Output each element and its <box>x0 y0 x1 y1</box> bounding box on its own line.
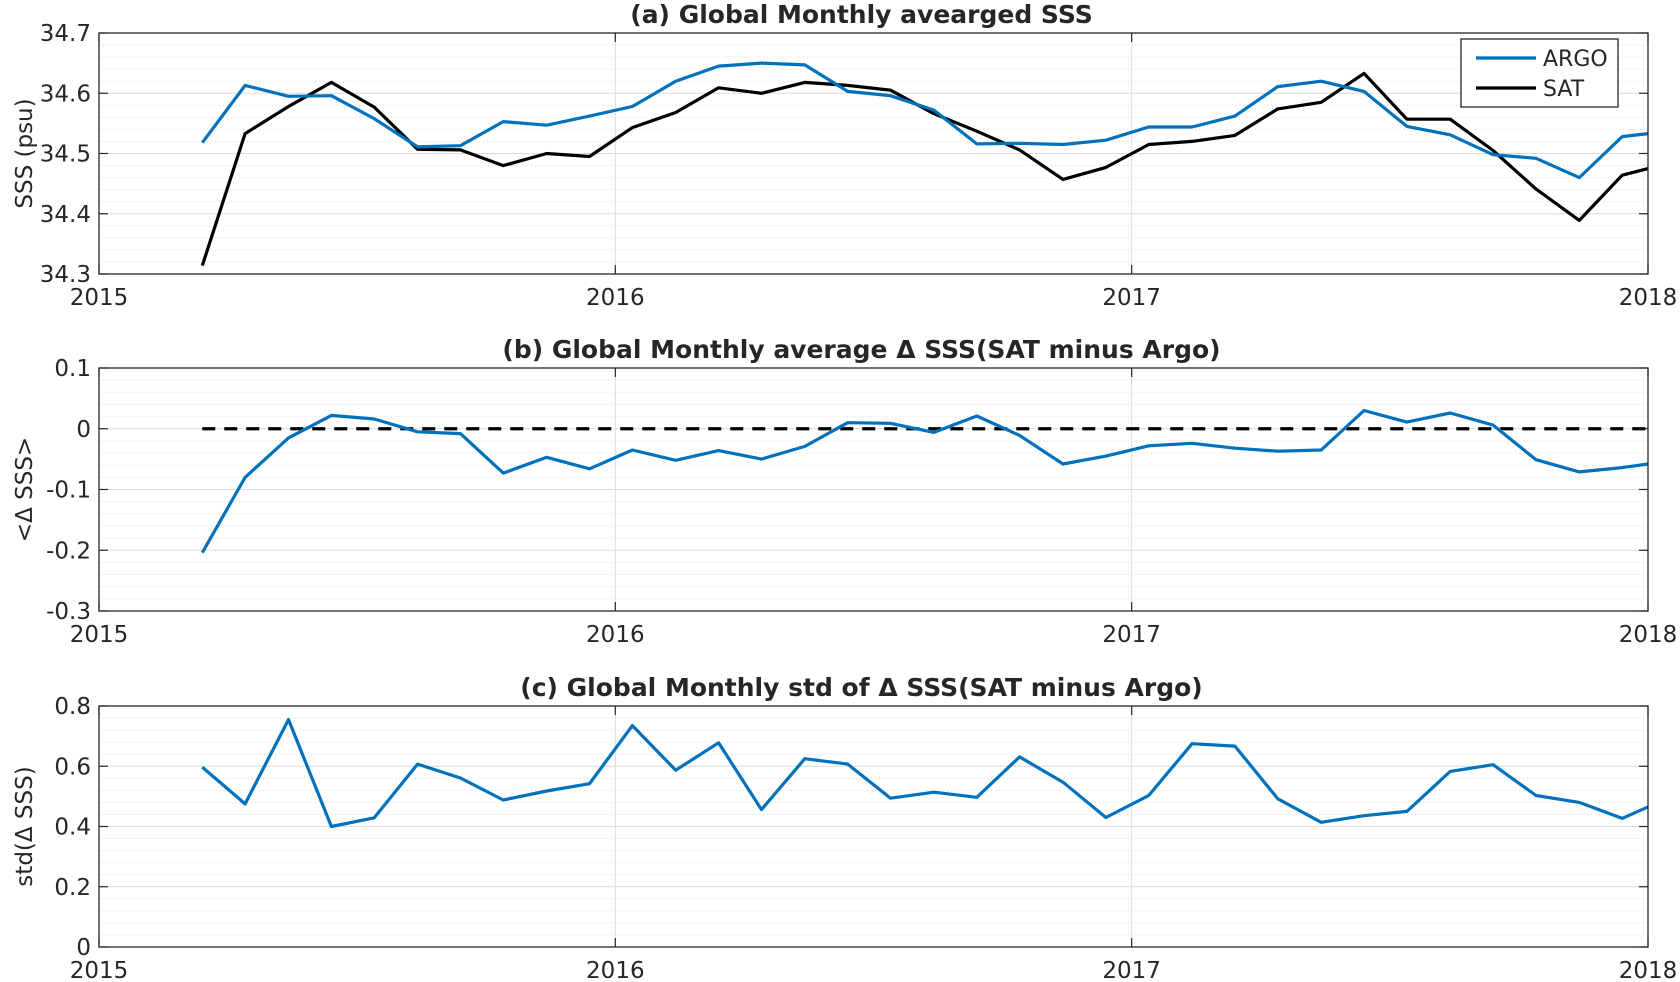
x-tick-label: 2017 <box>1102 285 1161 311</box>
subplot-c: 0 0.2 0.4 0.6 0.8 2015 2016 2017 2018 (c) Global … <box>12 673 1677 982</box>
legend-label-argo: ARGO <box>1543 47 1608 72</box>
y-axis-label: SSS (psu) <box>12 98 38 208</box>
y-tick-label: 0.6 <box>54 754 91 780</box>
y-axis-label: std(Δ SSS) <box>12 766 38 886</box>
x-tick-label: 2016 <box>586 285 645 311</box>
y-tick-label: 0.8 <box>54 694 91 720</box>
chart-title: (b) Global Monthly average Δ SSS(SAT min… <box>502 335 1220 364</box>
y-tick-label: -0.2 <box>46 538 91 564</box>
y-tick-label: 34.4 <box>40 202 91 228</box>
series-line-sat <box>200 71 1649 267</box>
x-tick-label: 2015 <box>70 958 129 982</box>
y-tick-label: -0.3 <box>46 599 91 625</box>
x-tick-label: 2018 <box>1619 958 1678 982</box>
y-tick-label: -0.1 <box>46 478 91 504</box>
y-tick-label: 34.6 <box>40 81 91 107</box>
x-tick-label: 2015 <box>70 622 129 648</box>
x-tick-label: 2017 <box>1102 622 1161 648</box>
x-tick-label: 2015 <box>70 285 129 311</box>
y-axis-label: <Δ SSS> <box>12 437 38 542</box>
chart-title: (c) Global Monthly std of Δ SSS(SAT minu… <box>520 673 1202 702</box>
y-tick-label: 0.4 <box>54 815 91 841</box>
subplot-a: 34.3 34.4 34.5 34.6 34.7 2015 2016 2017 2018 (a) … <box>12 0 1677 311</box>
subplot-b: -0.3 -0.2 -0.1 0 0.1 2015 2016 2017 2018 (b) Glob… <box>12 335 1677 648</box>
chart-title: (a) Global Monthly avearged SSS <box>630 0 1092 29</box>
series-line-delta-sss <box>201 717 1649 829</box>
y-tick-label: 0 <box>76 935 91 961</box>
x-tick-label: 2016 <box>586 622 645 648</box>
x-tick-label: 2018 <box>1619 285 1678 311</box>
x-tick-label: 2016 <box>586 958 645 982</box>
y-tick-label: 34.3 <box>40 262 91 288</box>
y-tick-label: 34.5 <box>40 142 91 168</box>
legend-box <box>1460 38 1619 108</box>
legend: ARGO SAT <box>1460 38 1619 108</box>
series-line-argo <box>201 61 1649 180</box>
y-tick-label: 34.7 <box>40 21 91 47</box>
y-tick-label: 0.2 <box>54 875 91 901</box>
y-tick-label: 0.1 <box>54 356 91 382</box>
x-tick-label: 2018 <box>1619 622 1678 648</box>
y-tick-label: 0 <box>76 417 91 443</box>
legend-label-sat: SAT <box>1543 77 1585 102</box>
x-tick-label: 2017 <box>1102 958 1161 982</box>
series-line-delta-sss <box>200 408 1649 554</box>
